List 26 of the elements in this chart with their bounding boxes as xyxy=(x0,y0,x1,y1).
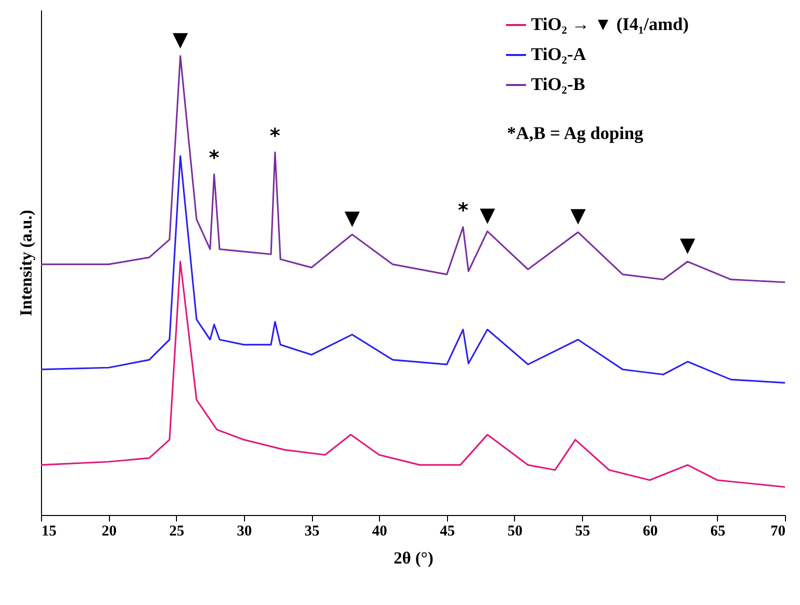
legend-label: TiO₂-B xyxy=(531,74,586,94)
x-tick-label: 50 xyxy=(507,524,522,540)
x-tick-label: 70 xyxy=(770,524,786,540)
annotation: *A,B = Ag doping xyxy=(507,123,644,143)
x-tick-label: 30 xyxy=(236,524,252,540)
annotation: ▼ xyxy=(680,232,696,257)
x-axis-title: 2θ (°) xyxy=(394,548,434,568)
legend-label: TiO₂-A xyxy=(531,44,586,64)
x-tick-label: 65 xyxy=(710,524,726,540)
y-axis-title: Intensity (a.u.) xyxy=(16,210,36,316)
annotation: ▼ xyxy=(172,26,189,51)
x-tick-label: 15 xyxy=(42,524,56,540)
annotation: * xyxy=(270,123,281,148)
x-tick-label: 40 xyxy=(372,524,388,540)
annotation: * xyxy=(458,198,469,222)
x-tick-label: 55 xyxy=(575,524,590,540)
annotation: ▼ xyxy=(570,203,586,228)
x-tick-label: 20 xyxy=(102,524,117,540)
legend-label: TiO₂ → ▼ (I4₁/amd) xyxy=(531,14,689,34)
x-tick-label: 35 xyxy=(304,524,320,540)
x-tick-label: 25 xyxy=(169,524,184,540)
annotation: ▼ xyxy=(480,202,496,226)
x-tick-label: 45 xyxy=(440,524,455,540)
annotation: ▼ xyxy=(344,205,360,230)
x-tick-label: 60 xyxy=(642,524,658,540)
annotation: * xyxy=(208,145,220,170)
